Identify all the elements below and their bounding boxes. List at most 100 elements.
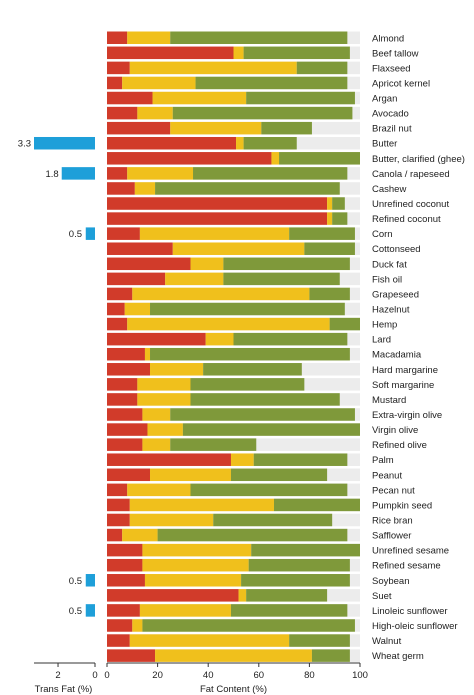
category-label-lard: Lard (372, 335, 391, 346)
trans-fat-bar-canola-rapeseed (61, 167, 95, 180)
trans-fat-bar-linoleic-sunflower (85, 604, 95, 617)
polyunsaturated-fat-segment-avocado (172, 106, 353, 120)
category-label-canola-rapeseed: Canola / rapeseed (372, 169, 450, 180)
saturated-fat-segment-grapeseed (107, 287, 133, 301)
saturated-fat-segment-peanut (107, 468, 151, 482)
fat-content-tick-label-40: 40 (203, 670, 214, 681)
saturated-fat-segment-corn (107, 227, 140, 240)
monounsaturated-fat-segment-mustard (137, 393, 191, 406)
saturated-fat-segment-macadamia (107, 347, 145, 361)
trans-fat-value-label-butter: 3.3 (18, 139, 31, 150)
polyunsaturated-fat-segment-lard (233, 332, 348, 346)
saturated-fat-segment-pumpkin-seed (107, 498, 130, 512)
saturated-fat-segment-soybean (107, 574, 145, 587)
category-label-soft-margarine: Soft margarine (372, 380, 434, 391)
saturated-fat-segment-virgin-olive (107, 423, 148, 436)
monounsaturated-fat-segment-soybean (144, 574, 242, 587)
polyunsaturated-fat-segment-duck-fat (223, 257, 350, 271)
saturated-fat-segment-pecan-nut (107, 483, 128, 497)
trans-fat-panel: 3.3 1.8 0.5 0.5 0.5 (18, 136, 95, 617)
polyunsaturated-fat-segment-corn (289, 227, 355, 240)
polyunsaturated-fat-segment-unrefined-coconut (332, 197, 345, 210)
saturated-fat-segment-cottonseed (107, 242, 173, 255)
category-label-walnut: Walnut (372, 636, 402, 647)
monounsaturated-fat-segment-apricot-kernel (122, 76, 196, 90)
polyunsaturated-fat-segment-almond (170, 31, 348, 44)
polyunsaturated-fat-segment-walnut (289, 634, 350, 647)
category-label-high-oleic-sunflower: High-oleic sunflower (372, 621, 458, 632)
category-label-pumpkin-seed: Pumpkin seed (372, 500, 432, 511)
monounsaturated-fat-segment-grapeseed (132, 287, 310, 301)
polyunsaturated-fat-segment-butter (243, 136, 297, 150)
saturated-fat-segment-suet (107, 589, 239, 602)
fat-content-tick-label-60: 60 (254, 670, 265, 681)
category-label-refined-olive: Refined olive (372, 440, 427, 451)
monounsaturated-fat-segment-brazil-nut (170, 121, 262, 135)
category-label-butter: Butter (372, 139, 397, 150)
monounsaturated-fat-segment-pumpkin-seed (129, 498, 274, 512)
monounsaturated-fat-segment-lard (205, 332, 234, 346)
fat-content-tick-label-80: 80 (304, 670, 315, 681)
trans-fat-bar-butter (34, 136, 95, 150)
monounsaturated-fat-segment-linoleic-sunflower (139, 604, 231, 617)
saturated-fat-segment-unrefined-coconut (107, 197, 328, 210)
monounsaturated-fat-segment-refined-coconut (327, 212, 333, 225)
polyunsaturated-fat-segment-hazelnut (150, 302, 345, 316)
saturated-fat-segment-brazil-nut (107, 121, 171, 135)
saturated-fat-segment-canola-rapeseed (107, 167, 128, 180)
category-label-corn: Corn (372, 229, 393, 240)
saturated-fat-segment-refined-sesame (107, 558, 143, 572)
polyunsaturated-fat-segment-extra-virgin-olive (170, 408, 355, 421)
category-label-virgin-olive: Virgin olive (372, 425, 418, 436)
saturated-fat-segment-avocado (107, 106, 138, 120)
saturated-fat-segment-rice-bran (107, 513, 130, 527)
category-label-pecan-nut: Pecan nut (372, 485, 415, 496)
saturated-fat-segment-beef-tallow (107, 46, 234, 60)
polyunsaturated-fat-segment-pumpkin-seed (273, 498, 360, 512)
polyunsaturated-fat-segment-cashew (155, 182, 340, 195)
category-label-soybean: Soybean (372, 576, 410, 587)
category-label-refined-coconut: Refined coconut (372, 214, 441, 225)
polyunsaturated-fat-segment-canola-rapeseed (193, 167, 348, 180)
monounsaturated-fat-segment-extra-virgin-olive (142, 408, 171, 421)
polyunsaturated-fat-segment-high-oleic-sunflower (142, 619, 355, 632)
category-label-fish-oil: Fish oil (372, 274, 402, 285)
saturated-fat-segment-butter-clarified-ghee (107, 152, 272, 165)
trans-fat-value-label-canola-rapeseed: 1.8 (46, 169, 59, 180)
monounsaturated-fat-segment-pecan-nut (127, 483, 191, 497)
category-label-extra-virgin-olive: Extra-virgin olive (372, 410, 442, 421)
monounsaturated-fat-segment-hemp (127, 317, 330, 331)
monounsaturated-fat-segment-duck-fat (190, 257, 224, 271)
trans-fat-value-label-corn: 0.5 (69, 229, 82, 240)
saturated-fat-segment-argan (107, 91, 153, 105)
category-label-cottonseed: Cottonseed (372, 244, 421, 255)
monounsaturated-fat-segment-soft-margarine (137, 378, 191, 391)
category-label-argan: Argan (372, 94, 397, 105)
category-label-mustard: Mustard (372, 395, 406, 406)
polyunsaturated-fat-segment-grapeseed (309, 287, 350, 301)
saturated-fat-segment-cashew (107, 182, 135, 195)
fat-content-axis-title: Fat Content (%) (200, 684, 267, 695)
polyunsaturated-fat-segment-rice-bran (213, 513, 333, 527)
polyunsaturated-fat-segment-palm (253, 453, 348, 466)
category-label-peanut: Peanut (372, 470, 402, 481)
monounsaturated-fat-segment-cottonseed (172, 242, 305, 255)
monounsaturated-fat-segment-corn (139, 227, 290, 240)
monounsaturated-fat-segment-cashew (134, 182, 156, 195)
saturated-fat-segment-hemp (107, 317, 128, 331)
trans-fat-value-label-linoleic-sunflower: 0.5 (69, 606, 82, 617)
trans-fat-value-label-soybean: 0.5 (69, 576, 82, 587)
category-label-flaxseed: Flaxseed (372, 63, 411, 74)
trans-fat-tick-label-2: 2 (55, 670, 60, 681)
saturated-fat-segment-palm (107, 453, 231, 466)
polyunsaturated-fat-segment-refined-sesame (248, 558, 350, 572)
fat-content-tick-label-20: 20 (152, 670, 163, 681)
category-label-apricot-kernel: Apricot kernel (372, 78, 430, 89)
fat-content-tick-label-100: 100 (352, 670, 368, 681)
saturated-fat-segment-high-oleic-sunflower (107, 619, 133, 632)
fat-content-panel (107, 31, 360, 662)
trans-fat-bar-soybean (85, 574, 95, 587)
monounsaturated-fat-segment-palm (230, 453, 254, 466)
